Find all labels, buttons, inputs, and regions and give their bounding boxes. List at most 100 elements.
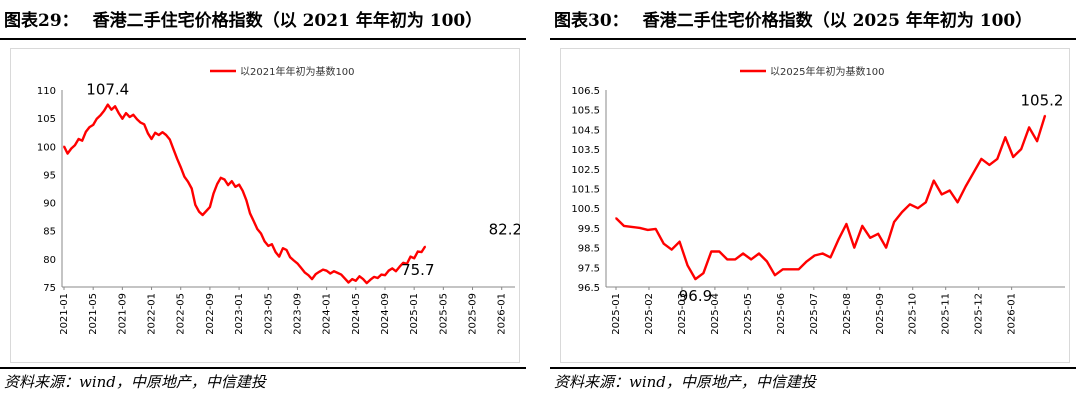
x-tick-label: 2025-10 xyxy=(908,293,919,335)
data-point xyxy=(365,282,368,284)
left-source-rule xyxy=(0,367,526,369)
data-point xyxy=(750,258,752,261)
data-point xyxy=(74,144,76,146)
data-point xyxy=(314,273,317,275)
data-point xyxy=(734,258,736,261)
data-point xyxy=(782,268,784,271)
y-tick-label: 105.5 xyxy=(571,106,600,117)
data-point xyxy=(201,214,204,216)
data-point xyxy=(234,186,237,188)
data-point xyxy=(654,228,657,230)
data-point xyxy=(230,180,233,182)
data-point xyxy=(165,134,167,136)
data-point xyxy=(409,255,412,258)
data-point xyxy=(81,139,84,142)
y-tick-label: 101.5 xyxy=(571,185,600,196)
data-point xyxy=(172,148,175,150)
y-tick-label: 102.5 xyxy=(571,165,600,176)
data-point xyxy=(147,132,149,135)
right-figure-panel: 图表30： 香港二手住宅价格指数（以 2025 年年初为 100） 以2025年年… xyxy=(550,0,1080,409)
data-point xyxy=(183,175,186,178)
x-tick-label: 2026-01 xyxy=(1007,293,1018,335)
x-tick-label: 2021-01 xyxy=(59,293,70,335)
x-tick-label: 2025-01 xyxy=(611,293,622,335)
data-point xyxy=(267,245,270,247)
data-point xyxy=(758,252,760,255)
peak-label: 82.2 xyxy=(489,220,520,238)
x-tick-label: 2025-05 xyxy=(743,293,754,335)
right-title-rule xyxy=(550,38,1076,40)
data-point xyxy=(220,177,222,179)
x-tick-label: 2021-05 xyxy=(88,293,99,335)
data-point xyxy=(789,268,792,271)
data-point xyxy=(980,158,983,160)
right-figure-title: 图表30： 香港二手住宅价格指数（以 2025 年年初为 100） xyxy=(554,6,1032,31)
data-point xyxy=(710,250,713,253)
data-point xyxy=(143,123,146,126)
data-point xyxy=(282,247,284,249)
data-point xyxy=(139,121,142,124)
y-tick-label: 104.5 xyxy=(571,125,600,136)
data-point xyxy=(1020,148,1022,150)
data-point xyxy=(223,178,226,181)
data-point xyxy=(662,242,665,245)
chart-frame xyxy=(10,48,520,363)
data-point xyxy=(797,268,800,271)
data-point xyxy=(420,251,423,253)
data-point xyxy=(917,207,919,209)
y-tick-label: 103.5 xyxy=(571,145,600,156)
data-point xyxy=(893,221,895,223)
data-point xyxy=(307,274,310,276)
data-point xyxy=(318,271,321,273)
data-point xyxy=(274,251,277,253)
data-point xyxy=(99,114,102,117)
x-tick-label: 2025-09 xyxy=(875,293,886,335)
data-point xyxy=(631,226,633,228)
data-point xyxy=(88,126,91,128)
data-point xyxy=(96,117,98,120)
data-point xyxy=(742,252,744,255)
data-point xyxy=(176,157,178,160)
left-figure-caption: 香港二手住宅价格指数（以 2021 年年初为 100） xyxy=(92,11,483,31)
legend-label: 以2021年年初为基数100 xyxy=(240,65,355,78)
legend-label: 以2025年年初为基数100 xyxy=(770,65,885,78)
data-point xyxy=(869,236,872,239)
data-point xyxy=(821,252,824,255)
data-point xyxy=(766,260,768,263)
data-point xyxy=(413,257,415,260)
data-point xyxy=(296,262,299,265)
x-tick-label: 2026-01 xyxy=(497,293,508,335)
data-point xyxy=(300,267,302,269)
data-point xyxy=(209,206,211,208)
data-point xyxy=(329,272,332,275)
data-point xyxy=(212,192,215,195)
data-point xyxy=(424,245,426,248)
x-tick-label: 2025-05 xyxy=(438,293,449,335)
x-tick-label: 2025-07 xyxy=(809,293,820,335)
data-point xyxy=(398,265,401,268)
data-point xyxy=(271,243,273,246)
x-tick-label: 2023-09 xyxy=(292,293,303,335)
data-point xyxy=(125,112,127,114)
data-point xyxy=(956,201,959,204)
data-point xyxy=(925,201,927,204)
data-point xyxy=(205,210,208,212)
data-point xyxy=(114,105,116,108)
left-title-rule xyxy=(0,38,526,40)
data-point xyxy=(103,110,105,112)
data-point xyxy=(63,145,65,148)
x-tick-label: 2022-09 xyxy=(205,293,216,335)
data-point xyxy=(66,152,69,155)
left-figure-number: 图表29： xyxy=(4,11,79,31)
data-point xyxy=(853,246,856,249)
y-tick-label: 100.5 xyxy=(571,204,600,215)
data-point xyxy=(150,138,153,140)
y-tick-label: 75 xyxy=(43,283,56,294)
peak-label: 96.9 xyxy=(679,287,712,305)
data-point xyxy=(92,124,94,126)
left-chart-area: 以2021年年初为基数100 75 80 85 90 95 100 105 110 2021-01… xyxy=(10,48,520,363)
x-tick-label: 2025-08 xyxy=(842,293,853,335)
right-figure-caption: 香港二手住宅价格指数（以 2025 年年初为 100） xyxy=(642,11,1033,31)
data-point xyxy=(837,238,840,241)
data-point xyxy=(303,271,306,274)
